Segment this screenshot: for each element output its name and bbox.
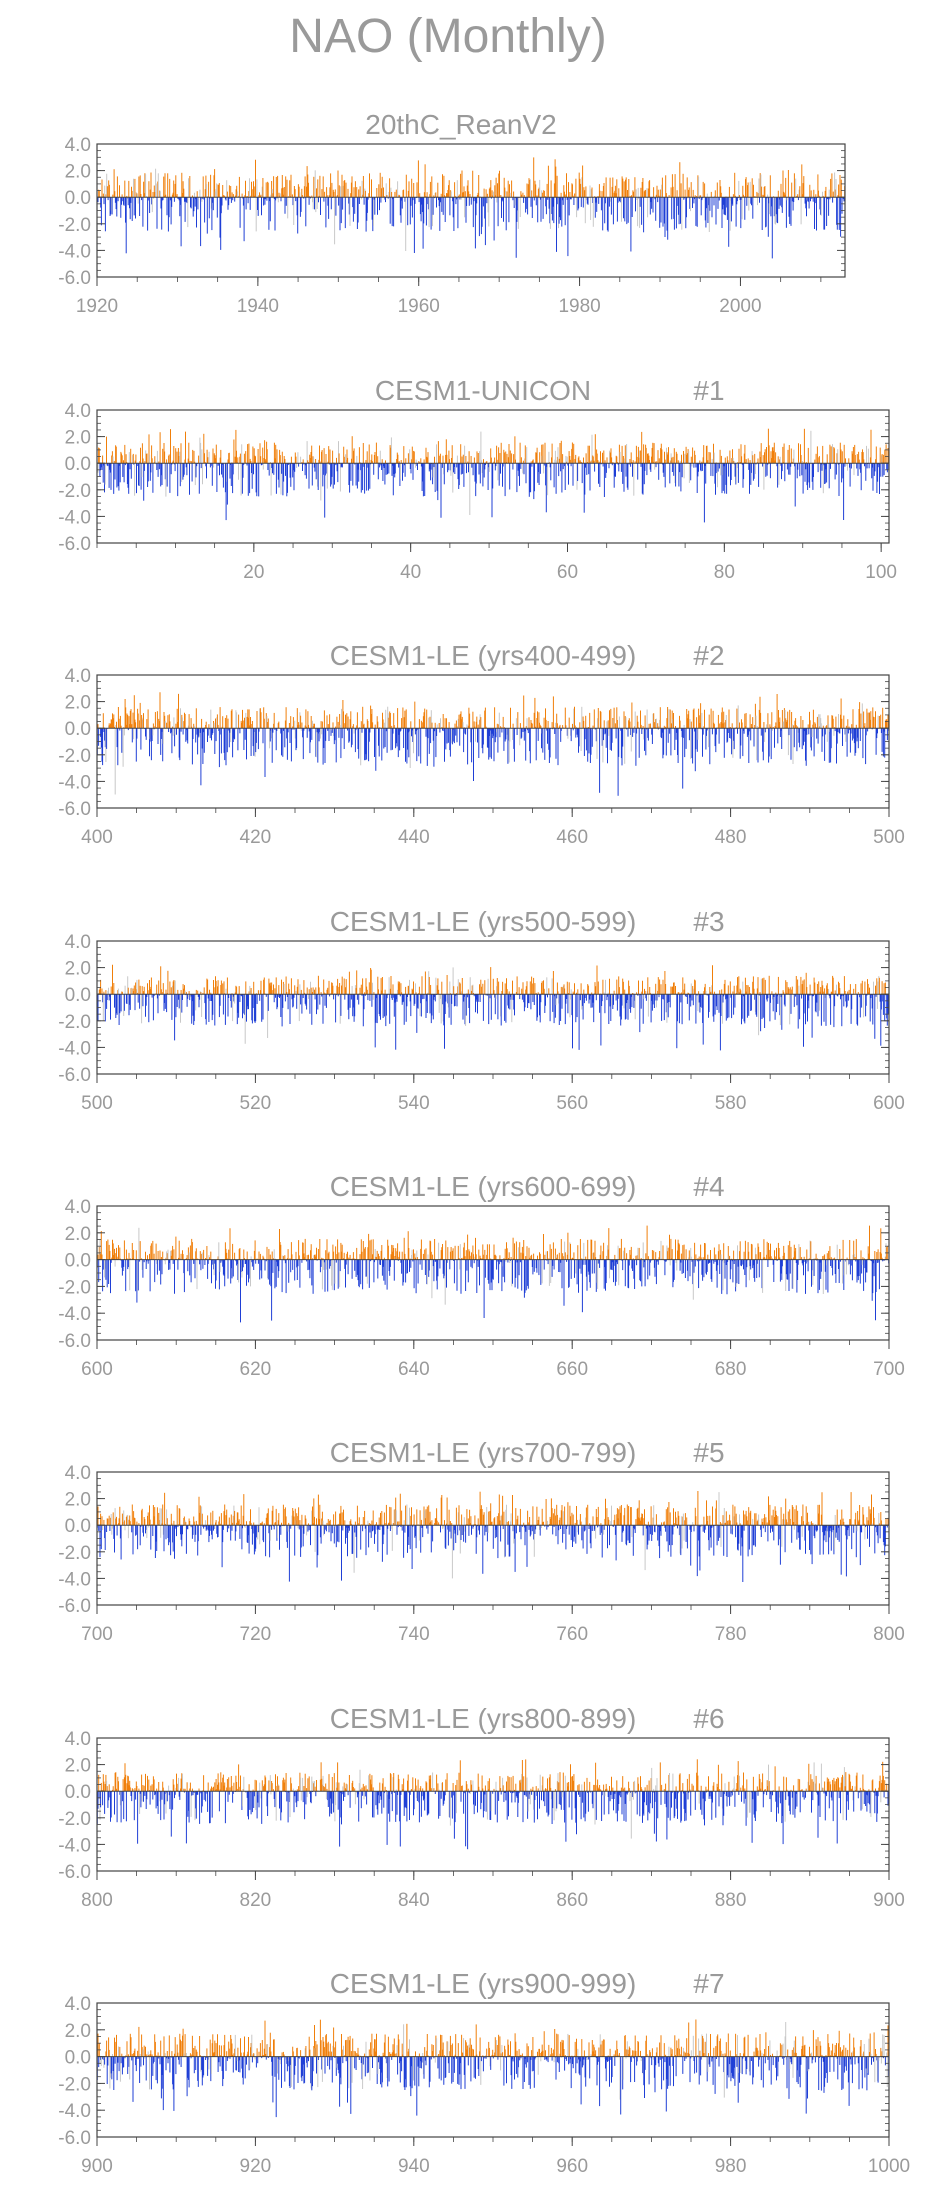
y-tick-label: -4.0 xyxy=(58,1038,91,1059)
x-tick-label: 80 xyxy=(714,562,735,583)
panel-title: 20thC_ReanV2 xyxy=(365,109,556,140)
x-tick-label: 40 xyxy=(400,562,421,583)
x-tick-label: 580 xyxy=(715,1093,747,1114)
y-tick-label: -6.0 xyxy=(58,1065,91,1086)
x-tick-label: 500 xyxy=(81,1093,113,1114)
x-tick-label: 600 xyxy=(873,1093,905,1114)
panel-title: CESM1-LE (yrs400-499) xyxy=(330,640,637,671)
panel-3: CESM1-LE (yrs400-499) #2 4.0 2.0 0.0 -2.0 -4.0… xyxy=(58,640,905,848)
y-tick-label: 2.0 xyxy=(65,693,91,714)
x-tick-label: 100 xyxy=(865,562,897,583)
y-tick-label: -2.0 xyxy=(58,215,91,236)
y-tick-label: 4.0 xyxy=(65,932,91,953)
x-tick-label: 1980 xyxy=(558,296,600,317)
x-tick-label: 540 xyxy=(398,1093,430,1114)
bar-series xyxy=(96,964,890,1051)
y-tick-label: -6.0 xyxy=(58,268,91,289)
panel-4: CESM1-LE (yrs500-599) #3 4.0 2.0 0.0 -2.0 -4.0… xyxy=(58,906,905,1114)
y-tick-label: -6.0 xyxy=(58,799,91,820)
x-tick-label: 420 xyxy=(240,827,272,848)
bar-series xyxy=(96,692,890,796)
panel-1: 20thC_ReanV2 4.0 2.0 0.0 -2.0 -4.0 -6.0 1920 194… xyxy=(58,109,846,317)
x-tick-label: 1940 xyxy=(237,296,279,317)
panel-member: #1 xyxy=(693,375,724,406)
y-tick-label: 4.0 xyxy=(65,666,91,687)
x-tick-label: 1960 xyxy=(398,296,440,317)
y-tick-label: -4.0 xyxy=(58,507,91,528)
x-tick-label: 440 xyxy=(398,827,430,848)
x-tick-label: 500 xyxy=(873,827,905,848)
y-tick-label: 0.0 xyxy=(65,188,91,209)
x-tick-label: 400 xyxy=(81,827,113,848)
panel-5: CESM1-LE (yrs600-699) #44.02.00.0-2.0-4.0… xyxy=(58,1171,905,1380)
y-tick-label: -2.0 xyxy=(58,481,91,502)
x-tick-label: 60 xyxy=(557,562,578,583)
panels: 20thC_ReanV2 4.0 2.0 0.0 -2.0 -4.0 -6.0 1920 194… xyxy=(58,109,910,2177)
y-tick-label: -4.0 xyxy=(58,241,91,262)
y-tick-label: 2.0 xyxy=(65,162,91,183)
y-tick-label: -2.0 xyxy=(58,1012,91,1033)
x-tick-label: 1920 xyxy=(76,296,118,317)
y-tick-label: -2.0 xyxy=(58,746,91,767)
y-tick-label: 4.0 xyxy=(65,401,91,422)
plot-frame xyxy=(96,674,890,809)
panel-title: CESM1-LE (yrs500-599) xyxy=(330,906,637,937)
x-tick-label: 460 xyxy=(556,827,588,848)
y-tick-label: 2.0 xyxy=(65,428,91,449)
figure-title: NAO (Monthly) xyxy=(289,10,606,63)
bar-series xyxy=(96,157,846,259)
y-tick-label: -6.0 xyxy=(58,534,91,555)
y-tick-label: -4.0 xyxy=(58,772,91,793)
y-tick-label: 0.0 xyxy=(65,454,91,475)
bar-series xyxy=(97,428,890,523)
y-tick-label: 0.0 xyxy=(65,985,91,1006)
x-tick-label: 560 xyxy=(556,1093,588,1114)
panel-title: CESM1-UNICON xyxy=(375,375,591,406)
panel-member: #3 xyxy=(693,906,724,937)
panel-member: #2 xyxy=(693,640,724,671)
x-tick-label: 20 xyxy=(243,562,264,583)
x-tick-label: 520 xyxy=(240,1093,272,1114)
y-tick-label: 0.0 xyxy=(65,719,91,740)
panel-member: #4 xyxy=(693,1171,724,1202)
y-tick-label: 2.0 xyxy=(65,959,91,980)
panel-2: CESM1-UNICON #1 4.0 2.0 0.0 -2.0 -4.0 -6.0 20 40 6… xyxy=(58,375,897,583)
x-tick-label: 480 xyxy=(715,827,747,848)
bar-series xyxy=(96,1225,890,1323)
y-tick-label: 4.0 xyxy=(65,135,91,156)
panel-title: CESM1-LE (yrs600-699) xyxy=(330,1171,637,1202)
x-tick-label: 2000 xyxy=(719,296,761,317)
